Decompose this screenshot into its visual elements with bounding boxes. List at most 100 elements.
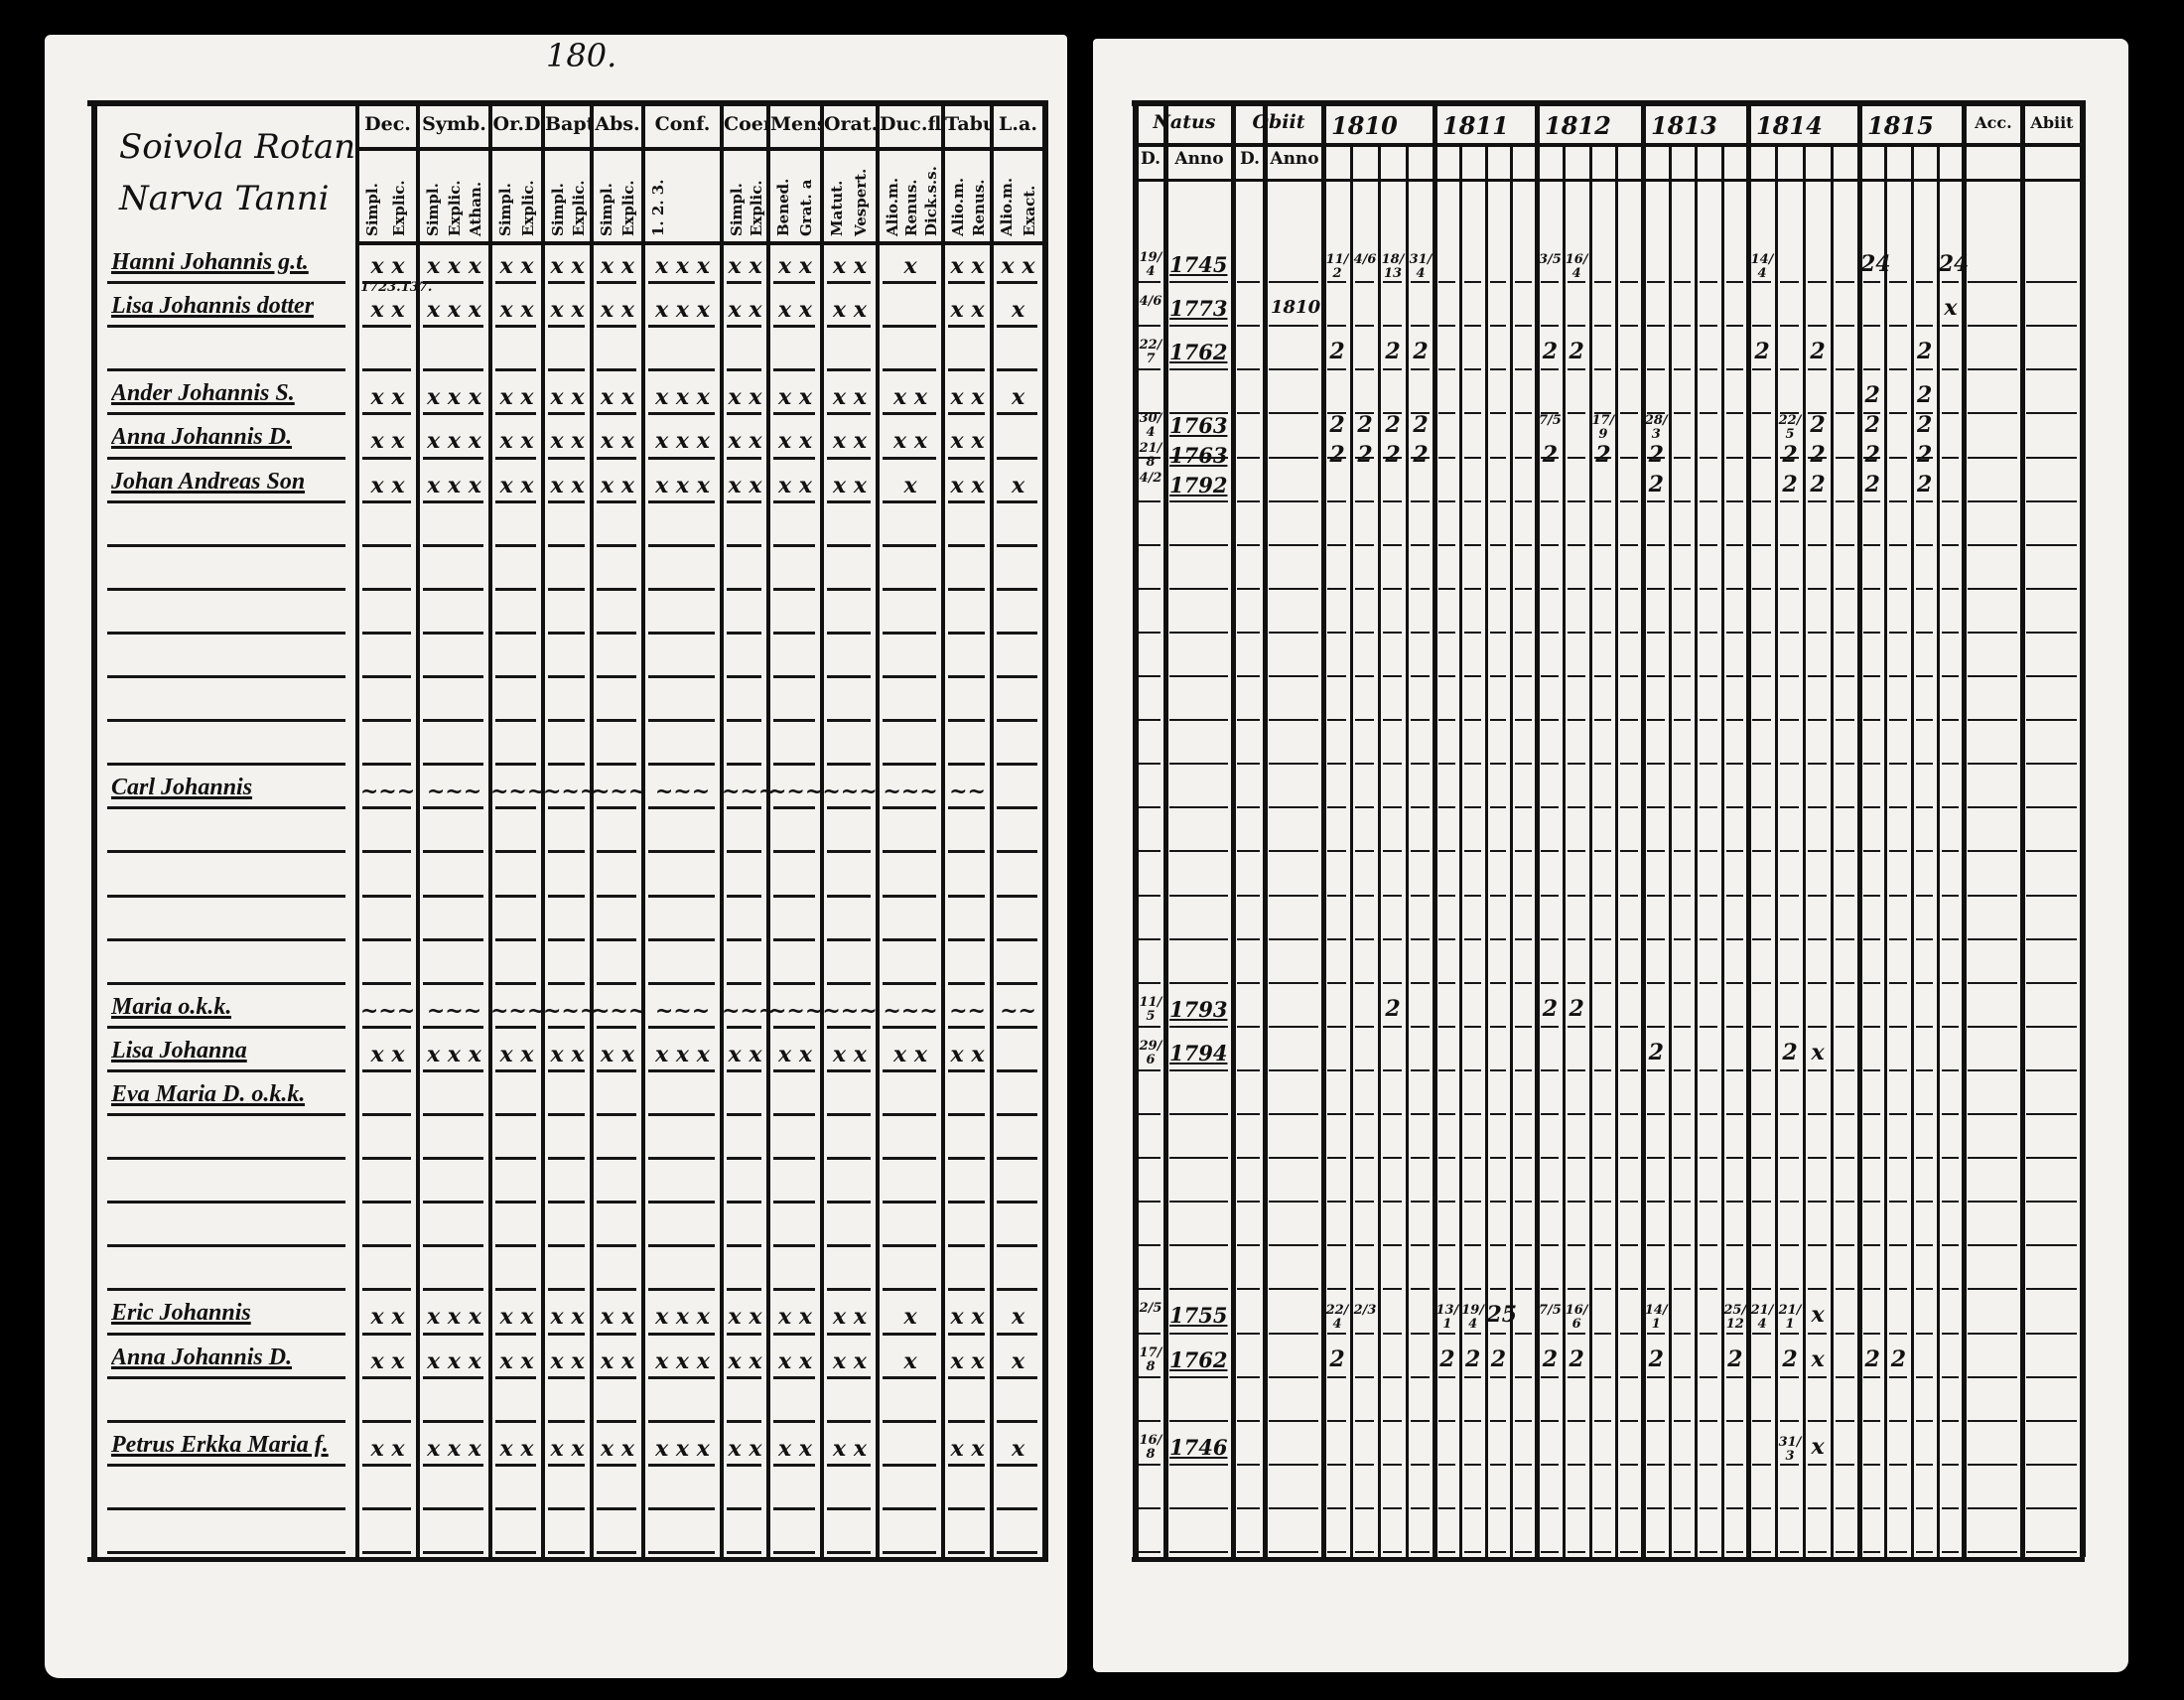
row-rule <box>423 325 483 329</box>
row-rule <box>1700 1419 1717 1422</box>
catechism-mark: x <box>1011 1304 1025 1331</box>
row-rule <box>1567 1332 1585 1335</box>
year-subdivider <box>1803 145 1806 1557</box>
row-rule <box>1863 281 1881 284</box>
row-rule <box>948 1157 985 1161</box>
row-rule <box>1139 981 1160 984</box>
row-rule <box>648 325 715 329</box>
row-rule <box>1889 1463 1907 1466</box>
row-rule <box>1725 850 1743 853</box>
catechism-mark: x x <box>778 1435 812 1462</box>
row-rule <box>1620 1332 1638 1335</box>
row-rule <box>2026 1375 2077 1378</box>
catechism-mark: x x <box>950 1304 985 1331</box>
row-rule <box>1915 1244 1933 1247</box>
row-rule <box>548 1419 585 1423</box>
communion-mark: 2 <box>1542 995 1559 1022</box>
row-rule <box>1169 1025 1228 1028</box>
row-rule <box>1593 937 1612 940</box>
row-rule <box>1700 937 1717 940</box>
row-rule <box>997 806 1037 810</box>
right-table-bottom <box>1132 1557 2085 1562</box>
row-rule <box>1700 1375 1717 1378</box>
year-subdivider <box>1510 145 1514 1557</box>
row-rule <box>1647 1025 1665 1028</box>
column-subheader: 1. 2. 3. <box>649 179 667 236</box>
row-rule <box>1620 675 1638 677</box>
row-rule <box>1411 1068 1430 1071</box>
row-rule <box>997 1025 1037 1029</box>
column-divider <box>1535 100 1540 1557</box>
row-rule <box>1567 1463 1585 1466</box>
column-subheader: Simpl. <box>549 183 567 236</box>
row-rule <box>1593 806 1612 809</box>
row-rule <box>1752 1506 1771 1509</box>
row-rule <box>1489 499 1507 502</box>
row-rule <box>1541 543 1559 546</box>
catechism-mark: x x <box>499 253 534 279</box>
row-rule <box>773 543 815 547</box>
row-rule <box>1327 543 1346 546</box>
abiit-header: Abiit <box>2030 113 2074 132</box>
catechism-mark: ~~~ <box>592 997 647 1024</box>
row-rule <box>773 631 815 635</box>
row-rule <box>997 1288 1037 1292</box>
row-rule <box>1620 1288 1638 1291</box>
communion-mark: 31/3 <box>1778 1434 1802 1464</box>
row-rule <box>1541 1463 1559 1466</box>
row-rule <box>727 1332 761 1336</box>
row-rule <box>1780 368 1799 371</box>
row-rule <box>1438 1419 1455 1422</box>
row-rule <box>107 1157 345 1161</box>
row-rule <box>1725 1332 1743 1335</box>
row-rule <box>548 1025 585 1029</box>
row-rule <box>1647 1068 1665 1071</box>
row-rule <box>1269 456 1318 459</box>
row-rule <box>1673 368 1691 371</box>
row-rule <box>423 631 483 635</box>
row-rule <box>1808 368 1827 371</box>
catechism-mark: x x <box>499 428 534 455</box>
row-rule <box>548 499 585 503</box>
row-rule <box>1169 1113 1228 1115</box>
row-rule <box>1725 1068 1743 1071</box>
row-rule <box>648 1288 715 1292</box>
communion-mark: 2 <box>1754 339 1770 365</box>
row-rule <box>1889 1375 1907 1378</box>
row-rule <box>1673 587 1691 590</box>
column-divider <box>766 106 770 1557</box>
row-rule <box>1567 1419 1585 1422</box>
row-rule <box>1647 1506 1665 1509</box>
row-rule <box>107 763 345 767</box>
row-rule <box>1915 1201 1933 1204</box>
row-rule <box>1808 719 1827 722</box>
column-subheader: Explic. <box>747 180 765 236</box>
row-rule <box>948 1113 985 1116</box>
year-subdivider <box>1615 145 1619 1557</box>
row-rule <box>1438 325 1455 328</box>
row-rule <box>1808 1068 1827 1071</box>
row-rule <box>1139 631 1160 634</box>
row-rule <box>495 587 536 591</box>
year-subdivider <box>1406 145 1409 1557</box>
row-rule <box>1139 456 1160 459</box>
year-subdivider <box>1775 145 1778 1557</box>
row-rule <box>1327 1201 1346 1204</box>
row-rule <box>997 894 1037 898</box>
row-rule <box>1647 850 1665 853</box>
row-rule <box>1438 1506 1455 1509</box>
row-rule <box>548 1506 585 1510</box>
row-rule <box>1673 1506 1691 1509</box>
row-rule <box>948 456 985 460</box>
row-rule <box>1489 806 1507 809</box>
row-rule <box>423 1375 483 1379</box>
column-divider <box>1231 100 1236 1557</box>
row-rule <box>362 1375 411 1379</box>
row-rule <box>1700 412 1717 415</box>
row-rule <box>1463 763 1481 766</box>
row-rule <box>1700 675 1717 677</box>
row-rule <box>1700 1157 1717 1160</box>
row-rule <box>1808 1244 1827 1247</box>
row-rule <box>1941 850 1959 853</box>
row-rule <box>1620 1113 1638 1115</box>
